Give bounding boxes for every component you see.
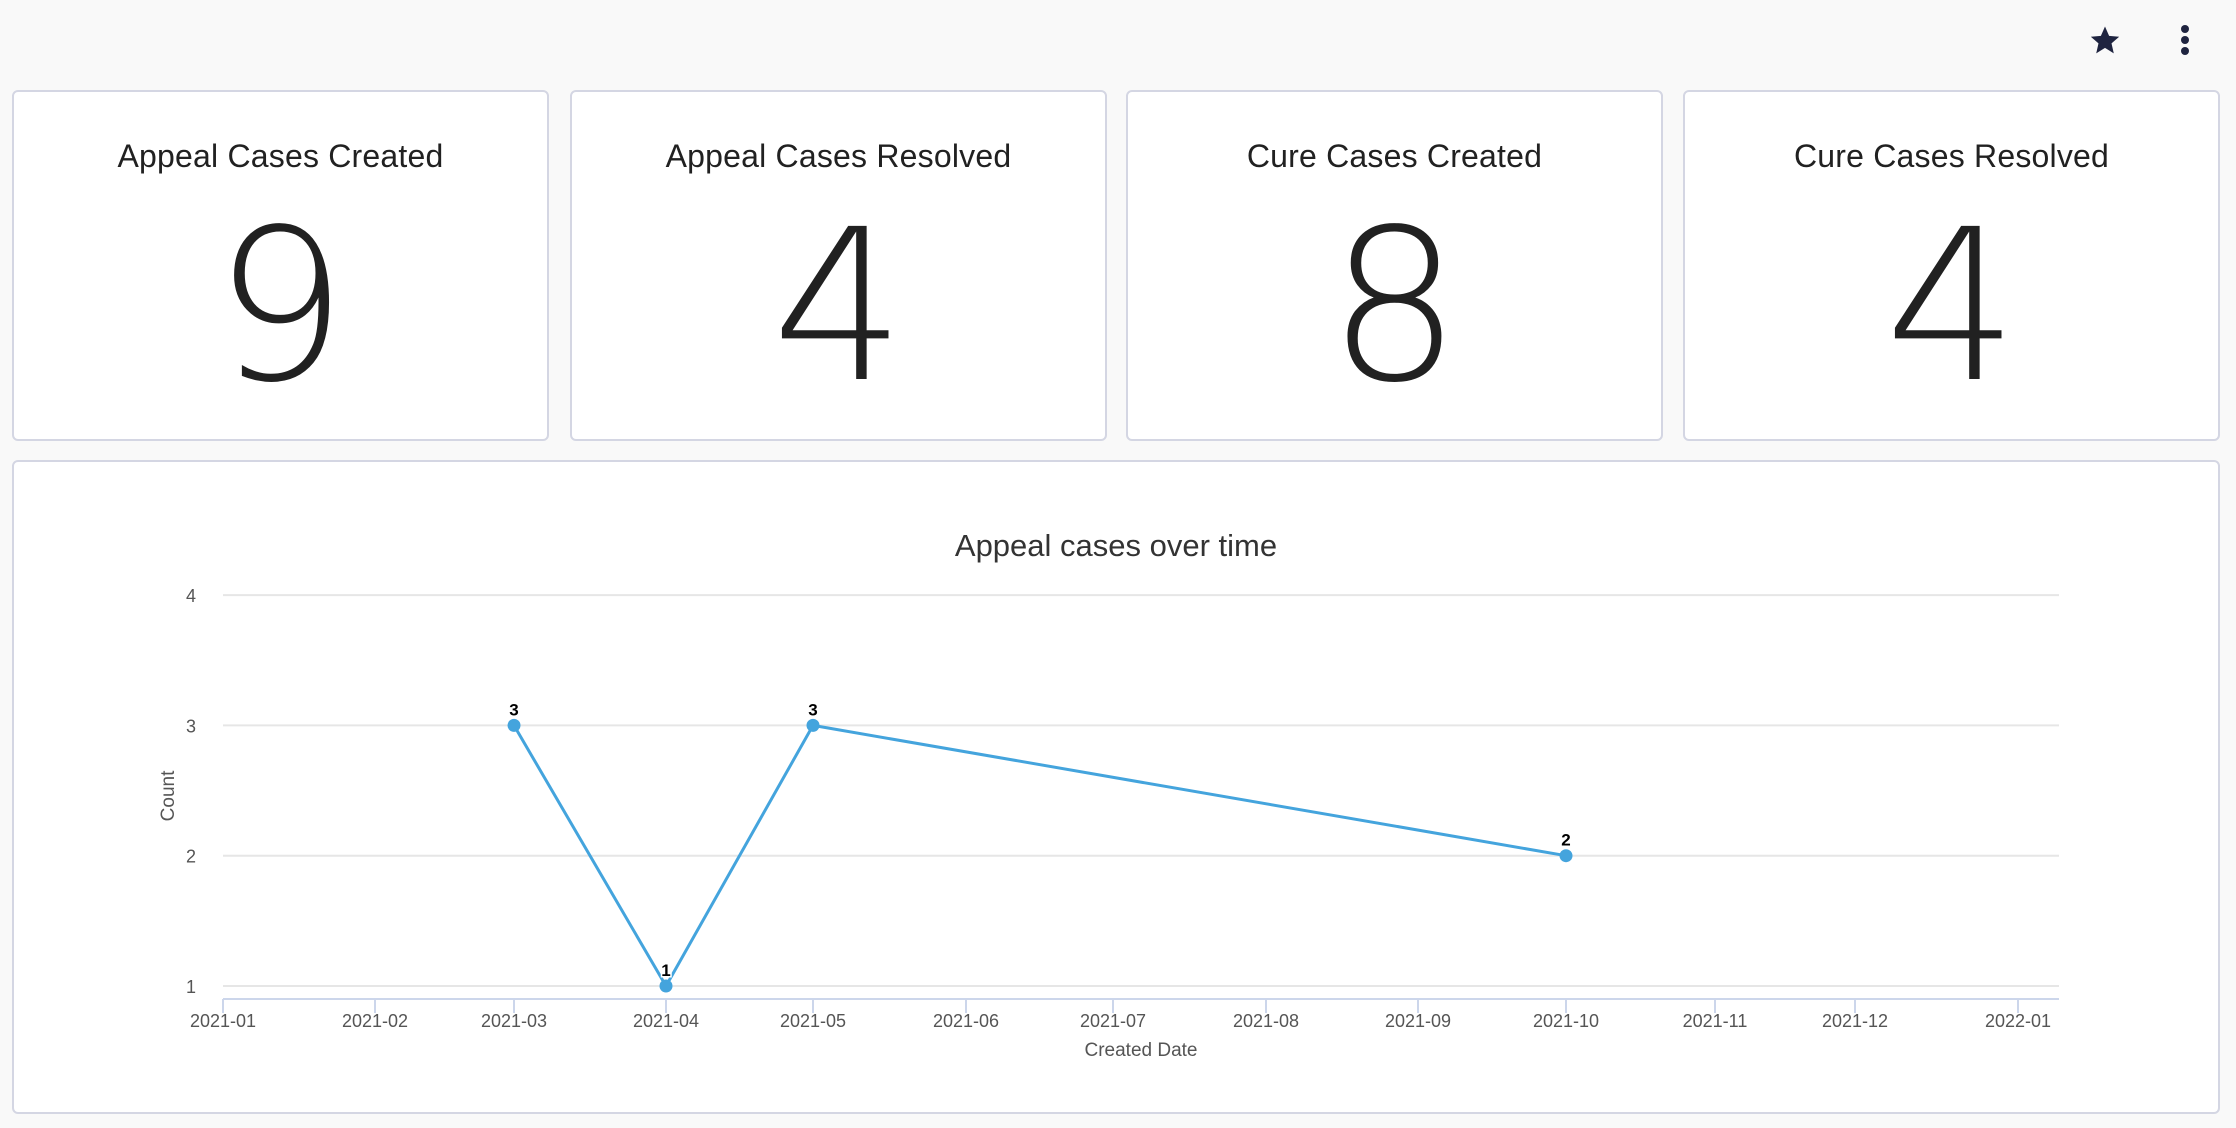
kpi-title: Appeal Cases Resolved	[665, 138, 1012, 174]
kpi-title: Cure Cases Created	[1246, 138, 1543, 174]
x-tick-label: 2021-03	[481, 1011, 547, 1031]
y-tick-label: 4	[186, 586, 196, 606]
y-axis-title: Count	[158, 770, 179, 821]
dashboard-header	[0, 0, 2236, 80]
y-tick-label: 2	[186, 847, 196, 867]
kpi-card-appeal-resolved[interactable]: Appeal Cases Resolved 4	[570, 90, 1107, 441]
more-options-button[interactable]	[2163, 18, 2207, 62]
x-tick-label: 2021-07	[1080, 1011, 1146, 1031]
more-vert-icon	[2181, 25, 2189, 55]
kpi-card-cure-created[interactable]: Cure Cases Created 8	[1126, 90, 1663, 441]
appeal-cases-chart-card[interactable]: Appeal cases over time 1 2 3 4 2021-01 2021-0…	[12, 460, 2220, 1114]
x-tick-label: 2021-09	[1385, 1011, 1451, 1031]
kpi-title: Appeal Cases Created	[117, 138, 444, 174]
x-tick-label: 2022-01	[1985, 1011, 2051, 1031]
kpi-card-appeal-created[interactable]: Appeal Cases Created 9	[12, 90, 549, 441]
star-icon	[2090, 26, 2120, 54]
x-tick-label: 2021-08	[1233, 1011, 1299, 1031]
data-point[interactable]	[806, 718, 820, 732]
kpi-value: 4	[771, 184, 906, 429]
kpi-value: 4	[1884, 184, 2019, 429]
chart-title: Appeal cases over time	[954, 528, 1278, 563]
favorite-button[interactable]	[2083, 18, 2127, 62]
x-tick-label: 2021-05	[780, 1011, 846, 1031]
line-chart[interactable]: 1 2 3 4 2021-01 2021-02 2021-03 2021-04 2021-05 2…	[14, 462, 2218, 1112]
x-axis-title: Created Date	[1084, 1040, 1197, 1061]
x-tick-label: 2021-01	[190, 1011, 256, 1031]
series-line	[512, 723, 1567, 988]
kpi-value: 9	[213, 184, 348, 429]
x-tick-label: 2021-11	[1683, 1011, 1748, 1031]
data-point[interactable]	[507, 718, 521, 732]
data-point[interactable]	[659, 979, 673, 993]
data-label: 2	[1561, 831, 1570, 850]
x-tick-label: 2021-04	[633, 1011, 699, 1031]
x-tick-label: 2021-10	[1533, 1011, 1599, 1031]
y-tick-label: 1	[186, 977, 196, 997]
kpi-value: 8	[1327, 184, 1462, 429]
kpi-card-cure-resolved[interactable]: Cure Cases Resolved 4	[1683, 90, 2220, 441]
x-tick-label: 2021-12	[1822, 1011, 1888, 1031]
data-point[interactable]	[1559, 849, 1573, 863]
data-label: 3	[509, 700, 518, 719]
data-label: 3	[808, 700, 817, 719]
data-label: 1	[661, 961, 670, 980]
x-tick-label: 2021-06	[933, 1011, 999, 1031]
kpi-title: Cure Cases Resolved	[1793, 138, 2110, 174]
x-tick-label: 2021-02	[342, 1011, 408, 1031]
y-tick-label: 3	[186, 716, 196, 736]
